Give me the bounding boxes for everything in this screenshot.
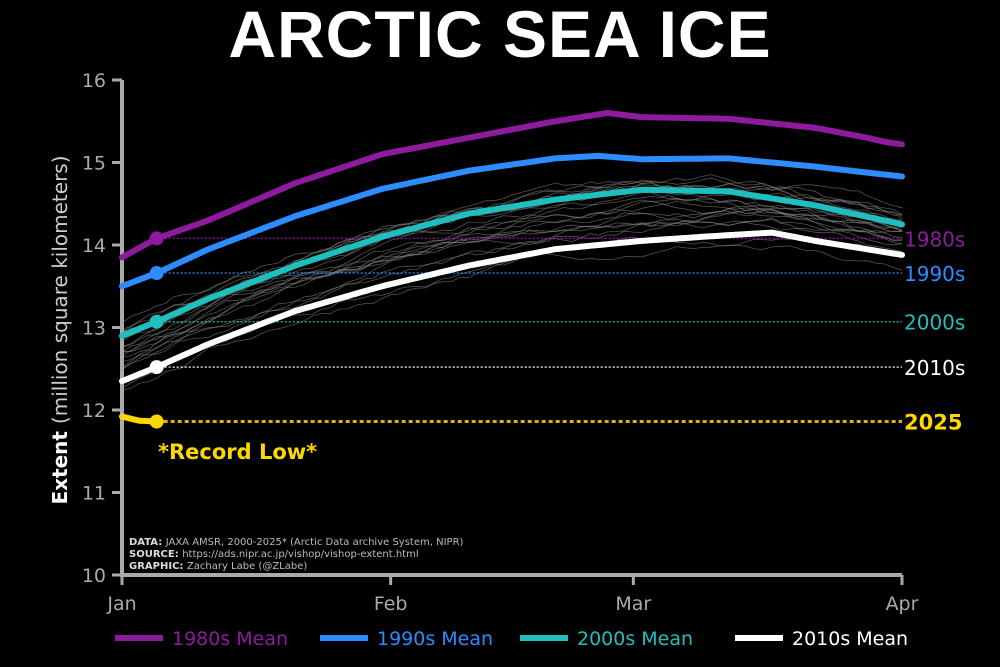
x-tick-label: Jan: [106, 593, 136, 615]
series-line-1990s: [119, 152, 905, 290]
x-tick-label: Mar: [615, 593, 651, 615]
year-trace-line: [121, 208, 903, 353]
y-tick-label: 11: [82, 483, 106, 505]
legend-label: 2000s Mean: [577, 628, 693, 650]
credit-line: DATA: JAXA AMSR, 2000-2025* (Arctic Data…: [129, 537, 464, 548]
y-axis-label-units: (million square kilometers): [48, 155, 72, 424]
year-trace-line: [121, 207, 903, 362]
y-tick-label: 15: [82, 153, 106, 175]
year-trace-line: [121, 238, 903, 389]
year-trace-line: [121, 186, 903, 336]
year-trace-line: [121, 217, 903, 370]
legend-label: 2010s Mean: [792, 628, 908, 650]
y-tick-label: 10: [82, 565, 106, 587]
y-tick-label: 13: [82, 318, 106, 340]
series-line-2010s: [119, 229, 905, 385]
series-marker-2000s: [149, 314, 164, 329]
year-trace-line: [121, 200, 903, 348]
series-line-2000s: [119, 186, 905, 339]
series-marker-2025: [149, 414, 164, 429]
credit-label: DATA:: [129, 537, 166, 548]
y-axis-label-bold: Extent: [48, 424, 72, 504]
year-trace-line: [121, 200, 903, 353]
legend-label: 1980s Mean: [172, 628, 288, 650]
series-end-label: 2000s: [904, 311, 965, 335]
year-trace-line: [121, 236, 903, 391]
series-marker-1990s: [149, 266, 164, 281]
y-tick-label: 16: [82, 70, 106, 92]
y-tick-label: 12: [82, 400, 106, 422]
year-trace-line: [121, 192, 903, 347]
credit-line: GRAPHIC: Zachary Labe (@ZLabe): [129, 561, 307, 572]
record-low-annotation: *Record Low*: [158, 440, 317, 464]
series-end-label: 2025: [904, 411, 962, 435]
year-trace-line: [121, 177, 903, 324]
credit-text: Zachary Labe (@ZLabe): [187, 561, 307, 572]
series-marker-2010s: [149, 360, 164, 375]
year-trace-line: [121, 198, 903, 353]
series-line-1980s: [119, 110, 905, 261]
credit-text: JAXA AMSR, 2000-2025* (Arctic Data archi…: [165, 537, 464, 548]
year-trace-line: [121, 221, 903, 369]
y-axis-label: Extent (million square kilometers): [48, 155, 72, 504]
year-trace-line: [121, 210, 903, 357]
credit-line: SOURCE: https://ads.nipr.ac.jp/vishop/vi…: [129, 549, 419, 560]
year-trace-line: [121, 207, 903, 357]
credit-label: GRAPHIC:: [129, 561, 187, 572]
series-end-label: 2010s: [904, 356, 965, 380]
chart-title: ARCTIC SEA ICE: [228, 0, 772, 71]
series-marker-1980s: [149, 231, 164, 246]
credit-text: https://ads.nipr.ac.jp/vishop/vishop-ext…: [182, 549, 418, 560]
x-tick-label: Feb: [374, 593, 408, 615]
y-tick-label: 14: [82, 235, 106, 257]
legend-label: 1990s Mean: [377, 628, 493, 650]
x-tick-label: Apr: [886, 593, 919, 615]
series-end-label: 1990s: [904, 262, 965, 286]
year-trace-line: [121, 194, 903, 342]
series-end-label: 1980s: [904, 227, 965, 251]
credit-label: SOURCE:: [129, 549, 182, 560]
